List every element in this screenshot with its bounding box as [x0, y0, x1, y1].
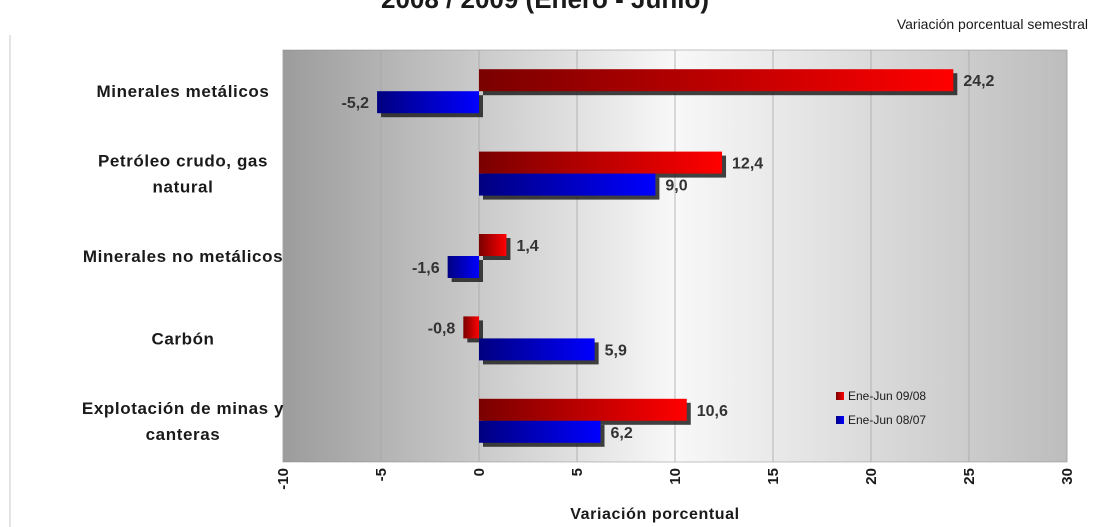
category-label: Petróleo crudo, gas — [98, 152, 268, 171]
category-label: Minerales no metálicos — [83, 247, 283, 266]
x-tick-label: 5 — [569, 468, 586, 476]
bar-value-label: 24,2 — [963, 73, 994, 90]
x-tick-label: 10 — [667, 468, 684, 485]
category-labels: Minerales metálicos Petróleo crudo, gas na… — [82, 82, 284, 444]
bar — [479, 398, 687, 421]
x-tick-label: 30 — [1059, 468, 1076, 485]
x-tick-label: 25 — [961, 468, 978, 485]
bar — [479, 69, 954, 92]
chart-subtitle: Variación porcentual semestral — [897, 16, 1088, 32]
x-tick-label: -10 — [275, 468, 292, 490]
x-tick-label: 20 — [863, 468, 880, 485]
gridlines — [282, 50, 1068, 462]
bar-value-label: -5,2 — [342, 95, 370, 112]
legend-swatch-1 — [836, 416, 844, 424]
x-tick-label: 15 — [765, 468, 782, 485]
bar — [479, 173, 656, 196]
bar — [447, 256, 479, 278]
category-label: canteras — [146, 425, 221, 444]
bar — [463, 316, 479, 339]
legend-swatch-0 — [836, 392, 844, 400]
bar-value-label: -1,6 — [412, 260, 440, 277]
bar-value-label: 10,6 — [697, 403, 728, 420]
bar — [377, 91, 479, 114]
bar-value-label: 12,4 — [732, 156, 763, 173]
category-label: natural — [153, 178, 214, 197]
bar — [479, 338, 595, 361]
x-axis-title: Variación porcentual — [570, 506, 739, 523]
x-tick-label: 0 — [471, 468, 488, 476]
chart-title: 2008 / 2009 (Enero - Junio) — [381, 0, 709, 14]
legend-label-1: Ene-Jun 08/07 — [848, 413, 926, 427]
legend: Ene-Jun 09/08 Ene-Jun 08/07 — [836, 389, 926, 427]
x-tick-label: -5 — [373, 468, 390, 481]
bar-value-label: 9,0 — [665, 178, 687, 195]
bars-group: 24,2 -5,2 12,4 9,0 1,4 -1,6 -0,8 5,9 10,6 6,2 — [342, 69, 995, 447]
legend-label-0: Ene-Jun 09/08 — [848, 389, 926, 403]
bar-value-label: 1,4 — [516, 238, 538, 255]
bar-value-label: 6,2 — [611, 425, 633, 442]
category-label: Explotación de minas y — [82, 399, 284, 418]
bar — [479, 151, 723, 174]
category-label: Minerales metálicos — [97, 82, 270, 101]
bar-value-label: 5,9 — [605, 342, 627, 359]
bar-value-label: -0,8 — [428, 320, 456, 337]
bar — [479, 420, 601, 443]
x-tick-labels: -10 -5 0 5 10 15 20 25 30 — [275, 468, 1076, 490]
bar — [479, 234, 507, 256]
category-label: Carbón — [151, 329, 214, 348]
